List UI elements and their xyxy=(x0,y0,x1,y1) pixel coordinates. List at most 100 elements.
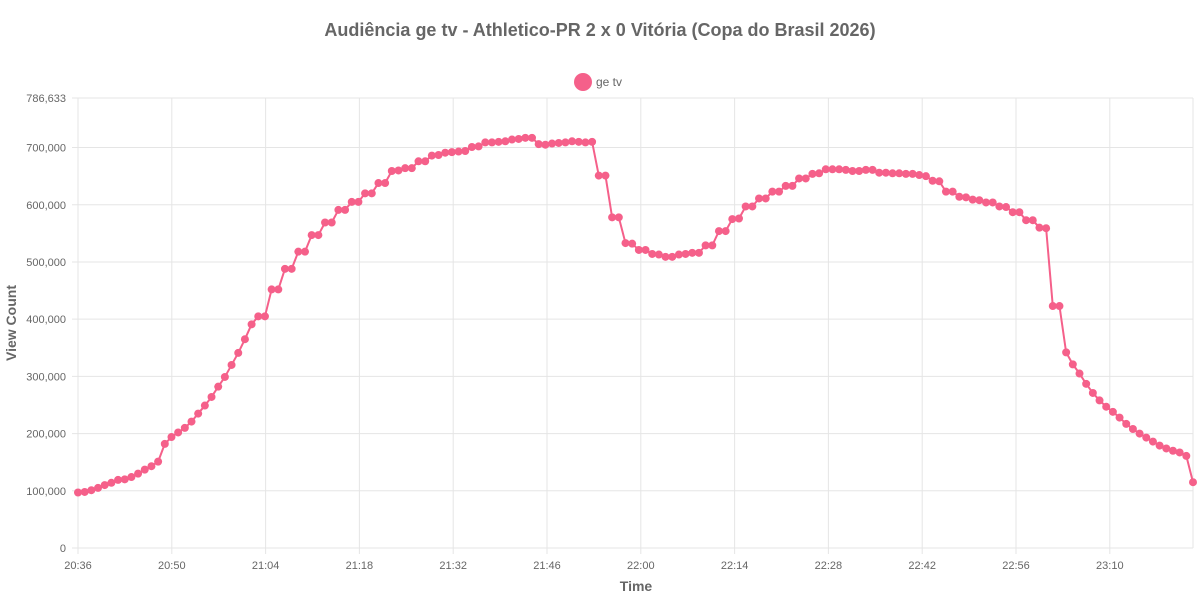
data-point xyxy=(948,187,957,196)
data-point xyxy=(701,241,710,250)
data-point xyxy=(1142,433,1151,442)
data-point xyxy=(94,483,103,492)
data-point xyxy=(861,165,870,174)
data-point xyxy=(487,138,496,147)
data-point xyxy=(1135,429,1144,438)
data-point xyxy=(140,465,149,474)
data-point xyxy=(654,250,663,259)
data-point xyxy=(514,134,523,143)
data-point xyxy=(795,174,804,183)
data-point xyxy=(394,166,403,175)
data-point xyxy=(1042,224,1051,233)
data-point xyxy=(975,196,984,205)
data-point xyxy=(1168,446,1177,455)
data-point xyxy=(1022,216,1031,225)
y-tick-label: 100,000 xyxy=(26,486,66,498)
data-point xyxy=(721,227,730,236)
data-point xyxy=(681,249,690,258)
x-tick-label: 21:46 xyxy=(533,560,561,572)
data-point xyxy=(821,165,830,174)
y-axis-ticks: 0 100,000 200,000 300,000 400,000 500,000 600,… xyxy=(26,93,66,555)
data-point xyxy=(494,137,503,146)
data-point xyxy=(1035,223,1044,232)
data-point xyxy=(74,488,82,497)
x-axis-ticks: 20:36 20:50 21:04 21:18 21:32 21:46 22:00 22:14… xyxy=(64,560,1123,572)
data-point xyxy=(848,167,857,176)
y-tick-label: 700,000 xyxy=(26,143,66,155)
data-point xyxy=(641,245,650,254)
data-point xyxy=(534,140,543,149)
data-point xyxy=(461,146,470,155)
data-point xyxy=(1008,208,1017,217)
data-point xyxy=(1028,216,1037,225)
data-point xyxy=(1115,413,1124,422)
data-point xyxy=(1082,379,1091,388)
data-point xyxy=(841,165,850,174)
data-point xyxy=(688,248,697,257)
data-point xyxy=(447,148,456,157)
data-point xyxy=(755,194,764,203)
data-point xyxy=(748,202,757,211)
data-point xyxy=(267,285,276,294)
data-point xyxy=(775,187,784,196)
x-tick-label: 22:56 xyxy=(1002,560,1030,572)
data-point xyxy=(988,198,997,207)
data-point xyxy=(240,335,249,344)
data-point xyxy=(908,169,917,178)
x-tick-label: 22:42 xyxy=(908,560,936,572)
data-point xyxy=(581,138,590,147)
data-point xyxy=(274,285,283,294)
data-point xyxy=(167,433,176,442)
series-line xyxy=(77,136,1194,494)
data-point xyxy=(921,172,930,181)
data-point xyxy=(361,189,370,198)
data-point xyxy=(280,264,289,273)
y-tick-label: 500,000 xyxy=(26,257,66,269)
data-point xyxy=(234,348,243,357)
data-point xyxy=(608,213,617,222)
data-point xyxy=(528,133,537,142)
x-tick-label: 21:32 xyxy=(439,560,467,572)
data-point xyxy=(554,138,563,147)
data-point xyxy=(935,177,944,186)
data-point xyxy=(561,138,570,147)
data-point xyxy=(881,168,890,177)
data-point xyxy=(1102,402,1111,411)
data-point xyxy=(341,205,350,214)
data-point xyxy=(901,169,910,178)
data-point xyxy=(714,227,723,236)
legend[interactable]: ge tv xyxy=(574,73,622,91)
data-point xyxy=(501,137,510,146)
data-point xyxy=(194,409,203,418)
data-point xyxy=(80,487,89,496)
data-point xyxy=(507,135,516,144)
data-point xyxy=(1055,302,1064,311)
data-point xyxy=(187,417,196,426)
x-tick-label: 22:14 xyxy=(721,560,749,572)
data-point xyxy=(301,247,310,256)
data-point xyxy=(327,218,336,227)
data-point xyxy=(100,481,109,490)
data-point xyxy=(1062,348,1071,357)
data-point xyxy=(421,157,430,166)
data-point xyxy=(227,360,236,369)
y-tick-label: 786,633 xyxy=(26,93,66,105)
data-point xyxy=(1088,388,1097,397)
grid xyxy=(72,97,1194,554)
data-point xyxy=(114,475,123,484)
data-point xyxy=(307,231,316,240)
data-point xyxy=(781,181,790,190)
data-point xyxy=(207,392,216,401)
data-point xyxy=(1189,478,1197,487)
data-point xyxy=(788,181,797,190)
data-point xyxy=(160,439,169,448)
data-point xyxy=(734,214,743,223)
data-point xyxy=(868,165,877,174)
data-point xyxy=(347,197,356,206)
data-point xyxy=(474,142,483,151)
data-point xyxy=(314,231,323,240)
data-point xyxy=(708,241,717,250)
data-point xyxy=(621,239,630,248)
data-point xyxy=(1068,360,1077,369)
